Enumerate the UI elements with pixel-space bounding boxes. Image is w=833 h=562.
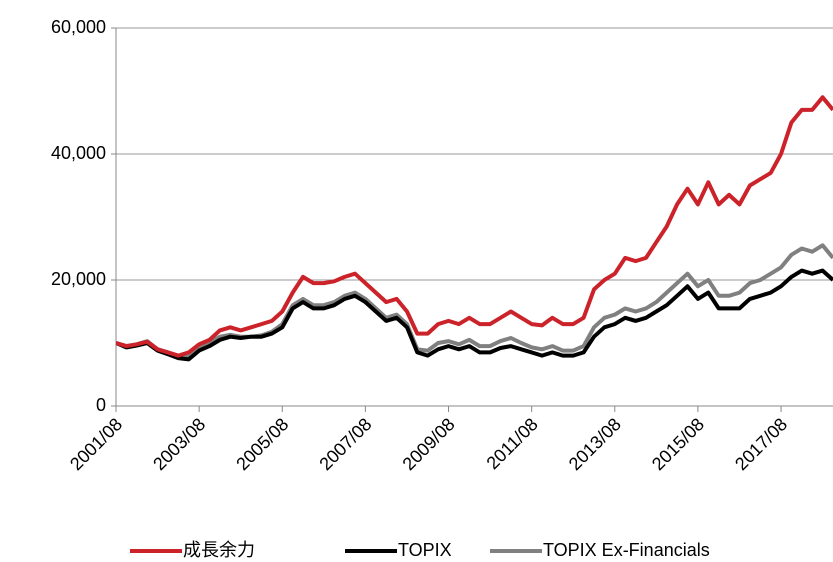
x-tick-label: 2015/08 [648, 414, 708, 474]
y-tick-label: 20,000 [51, 269, 106, 289]
series-line [116, 268, 833, 362]
y-tick-label: 40,000 [51, 143, 106, 163]
x-tick-label: 2011/08 [483, 414, 542, 473]
x-tick-label: 2013/08 [565, 414, 625, 474]
x-tick-label: 2017/08 [731, 414, 791, 474]
plot [116, 95, 833, 362]
x-tick-label: 2007/08 [315, 414, 375, 474]
x-tick-label: 2001/08 [66, 414, 126, 474]
legend-label: TOPIX [398, 540, 452, 560]
x-tick-label: 2005/08 [232, 414, 292, 474]
series-line [116, 95, 833, 358]
y-tick-label: 60,000 [51, 17, 106, 37]
x-tick-label: 2003/08 [149, 414, 209, 474]
x-tick-label: 2009/08 [399, 414, 459, 474]
legend-label: 成長余力 [183, 540, 255, 560]
legend-label: TOPIX Ex-Financials [543, 540, 710, 560]
y-tick-label: 0 [96, 395, 106, 415]
